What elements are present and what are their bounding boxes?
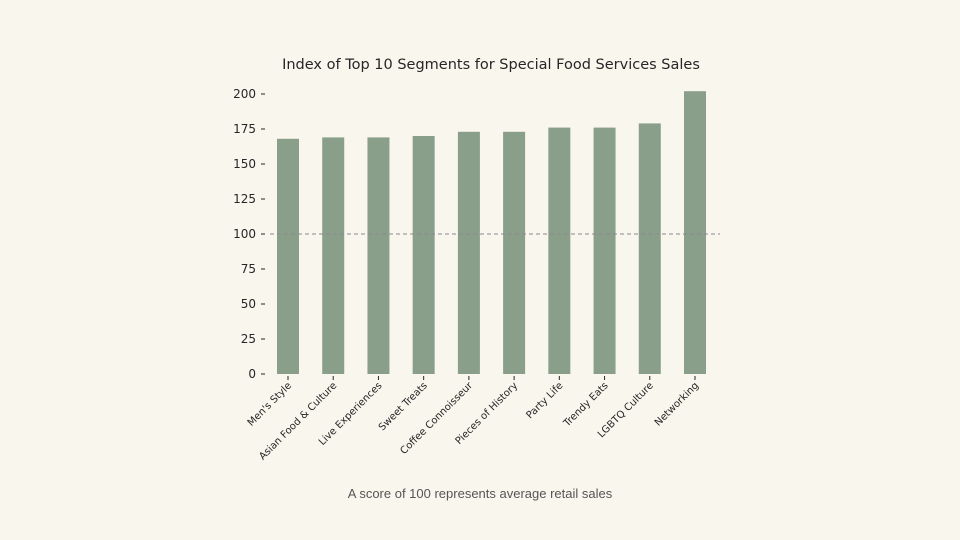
bar bbox=[277, 138, 299, 374]
x-tick-label: Men's Style bbox=[246, 380, 294, 428]
y-tick-label: 0 bbox=[248, 367, 256, 381]
y-tick-label: 50 bbox=[241, 297, 256, 311]
bar bbox=[684, 91, 706, 374]
bar bbox=[457, 131, 480, 374]
x-tick-label: Networking bbox=[653, 380, 701, 428]
bar-series bbox=[277, 91, 706, 375]
bar bbox=[367, 137, 390, 374]
x-tick-label: Asian Food & Culture bbox=[257, 380, 339, 462]
x-tick-label: Party Life bbox=[525, 380, 566, 421]
bar bbox=[412, 136, 435, 374]
bar bbox=[638, 123, 661, 375]
y-tick-label: 75 bbox=[241, 262, 256, 276]
y-axis: 0 25 50 75 100 125 150 175 200 bbox=[233, 87, 265, 381]
bar bbox=[503, 131, 526, 374]
chart-title: Index of Top 10 Segments for Special Foo… bbox=[282, 57, 700, 73]
y-tick-label: 175 bbox=[233, 122, 256, 136]
y-tick-label: 25 bbox=[241, 332, 256, 346]
bar bbox=[322, 137, 345, 374]
y-tick-label: 150 bbox=[233, 157, 256, 171]
x-tick-label: Trendy Eats bbox=[561, 380, 611, 430]
y-tick-label: 125 bbox=[233, 192, 256, 206]
y-tick-label: 200 bbox=[233, 87, 256, 101]
bar bbox=[548, 127, 571, 374]
chart-caption: A score of 100 represents average retail… bbox=[347, 486, 613, 501]
y-tick-label: 100 bbox=[233, 227, 256, 241]
bar bbox=[593, 127, 616, 374]
